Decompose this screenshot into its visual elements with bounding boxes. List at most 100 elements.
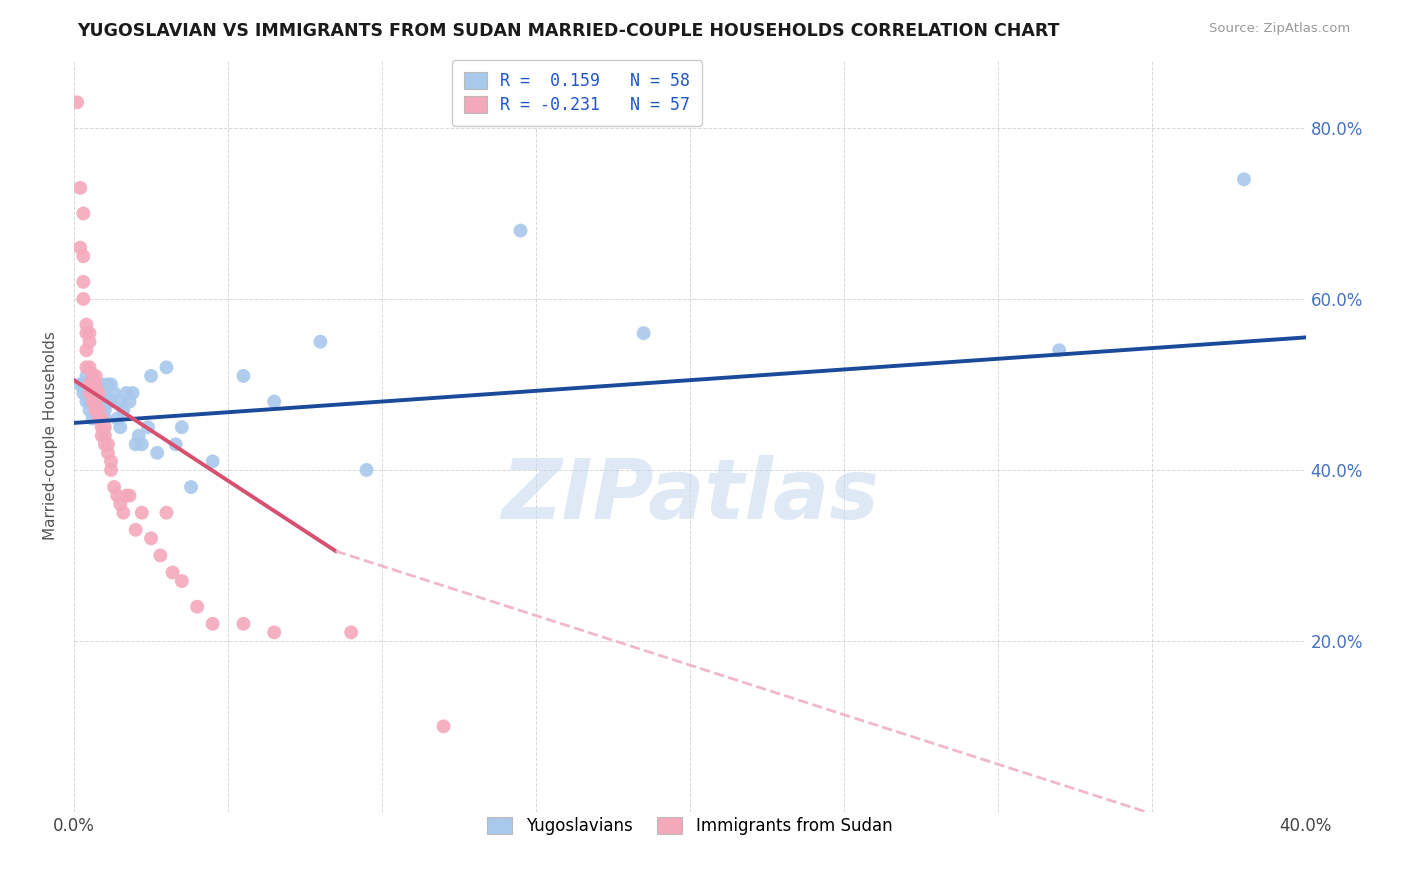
Point — [90, 377, 112, 392]
Point — [136, 420, 159, 434]
Point — [82, 394, 104, 409]
Point — [79, 386, 101, 401]
Point — [90, 428, 112, 442]
Point — [232, 616, 254, 631]
Point — [94, 403, 117, 417]
Point — [82, 377, 104, 392]
Point — [79, 334, 101, 349]
Point — [84, 403, 107, 417]
Point — [82, 411, 104, 425]
Legend: Yugoslavians, Immigrants from Sudan: Yugoslavians, Immigrants from Sudan — [477, 806, 903, 845]
Point — [87, 386, 110, 401]
Point — [94, 420, 117, 434]
Point — [75, 386, 97, 401]
Point — [115, 489, 138, 503]
Point — [124, 523, 146, 537]
Point — [97, 446, 120, 460]
Point — [170, 574, 193, 588]
Point — [84, 368, 107, 383]
Point — [79, 377, 101, 392]
Point — [118, 489, 141, 503]
Point — [69, 377, 91, 392]
Point — [84, 403, 107, 417]
Point — [97, 394, 120, 409]
Point — [72, 249, 94, 263]
Point — [149, 549, 172, 563]
Point — [100, 394, 122, 409]
Point — [72, 206, 94, 220]
Point — [633, 326, 655, 340]
Point — [75, 394, 97, 409]
Point — [84, 394, 107, 409]
Point — [69, 181, 91, 195]
Point — [186, 599, 208, 614]
Point — [94, 411, 117, 425]
Point — [79, 386, 101, 401]
Point — [94, 386, 117, 401]
Point — [75, 318, 97, 332]
Point — [1047, 343, 1070, 358]
Point — [79, 394, 101, 409]
Point — [84, 377, 107, 392]
Text: YUGOSLAVIAN VS IMMIGRANTS FROM SUDAN MARRIED-COUPLE HOUSEHOLDS CORRELATION CHART: YUGOSLAVIAN VS IMMIGRANTS FROM SUDAN MAR… — [77, 22, 1060, 40]
Point — [121, 386, 143, 401]
Point — [84, 377, 107, 392]
Point — [162, 566, 184, 580]
Point — [110, 394, 132, 409]
Point — [124, 437, 146, 451]
Point — [90, 420, 112, 434]
Point — [103, 386, 125, 401]
Point — [139, 368, 162, 383]
Point — [75, 343, 97, 358]
Point — [131, 437, 153, 451]
Point — [309, 334, 332, 349]
Point — [509, 223, 531, 237]
Point — [72, 386, 94, 401]
Point — [75, 360, 97, 375]
Point — [79, 360, 101, 375]
Point — [263, 625, 285, 640]
Point — [84, 403, 107, 417]
Point — [170, 420, 193, 434]
Point — [356, 463, 378, 477]
Point — [340, 625, 363, 640]
Point — [84, 394, 107, 409]
Point — [72, 275, 94, 289]
Text: ZIPatlas: ZIPatlas — [501, 456, 879, 536]
Point — [115, 386, 138, 401]
Point — [87, 394, 110, 409]
Point — [82, 386, 104, 401]
Point — [84, 386, 107, 401]
Point — [90, 403, 112, 417]
Point — [112, 403, 135, 417]
Point — [232, 368, 254, 383]
Point — [155, 506, 177, 520]
Point — [82, 377, 104, 392]
Text: Source: ZipAtlas.com: Source: ZipAtlas.com — [1209, 22, 1350, 36]
Point — [180, 480, 202, 494]
Point — [100, 377, 122, 392]
Point — [105, 411, 128, 425]
Point — [1233, 172, 1256, 186]
Point — [165, 437, 187, 451]
Point — [118, 394, 141, 409]
Point — [155, 360, 177, 375]
Point — [97, 437, 120, 451]
Point — [79, 403, 101, 417]
Point — [100, 463, 122, 477]
Point — [94, 437, 117, 451]
Point — [79, 326, 101, 340]
Point — [112, 506, 135, 520]
Point — [72, 292, 94, 306]
Point — [100, 454, 122, 468]
Point — [82, 368, 104, 383]
Point — [110, 420, 132, 434]
Point — [69, 241, 91, 255]
Point — [79, 377, 101, 392]
Point — [87, 403, 110, 417]
Point — [72, 377, 94, 392]
Y-axis label: Married-couple Households: Married-couple Households — [44, 331, 58, 541]
Point — [432, 719, 454, 733]
Point — [103, 480, 125, 494]
Point — [66, 95, 89, 110]
